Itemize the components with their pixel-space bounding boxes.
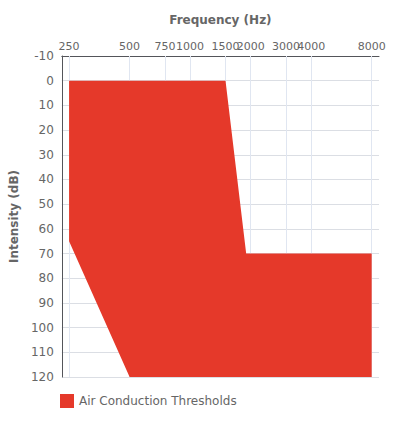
svg-text:4000: 4000: [297, 40, 325, 53]
svg-text:-10: -10: [34, 49, 54, 63]
svg-text:10: 10: [39, 98, 54, 112]
svg-text:50: 50: [39, 197, 54, 211]
svg-text:Air Conduction Thresholds: Air Conduction Thresholds: [79, 394, 237, 408]
svg-text:1500: 1500: [212, 40, 240, 53]
svg-text:250: 250: [59, 40, 80, 53]
svg-text:80: 80: [39, 271, 54, 285]
svg-text:8000: 8000: [358, 40, 386, 53]
svg-text:20: 20: [39, 123, 54, 137]
svg-text:3000: 3000: [272, 40, 300, 53]
svg-text:90: 90: [39, 296, 54, 310]
svg-text:30: 30: [39, 148, 54, 162]
svg-text:110: 110: [31, 345, 54, 359]
svg-text:0: 0: [46, 74, 54, 88]
svg-text:Intensity (dB): Intensity (dB): [7, 170, 21, 263]
svg-text:60: 60: [39, 222, 54, 236]
svg-text:120: 120: [31, 370, 54, 384]
svg-text:100: 100: [31, 321, 54, 335]
svg-text:750: 750: [155, 40, 176, 53]
svg-text:70: 70: [39, 247, 54, 261]
svg-text:40: 40: [39, 172, 54, 186]
svg-text:Frequency (Hz): Frequency (Hz): [169, 13, 271, 27]
svg-text:1000: 1000: [176, 40, 204, 53]
svg-text:500: 500: [119, 40, 140, 53]
svg-text:2000: 2000: [237, 40, 265, 53]
